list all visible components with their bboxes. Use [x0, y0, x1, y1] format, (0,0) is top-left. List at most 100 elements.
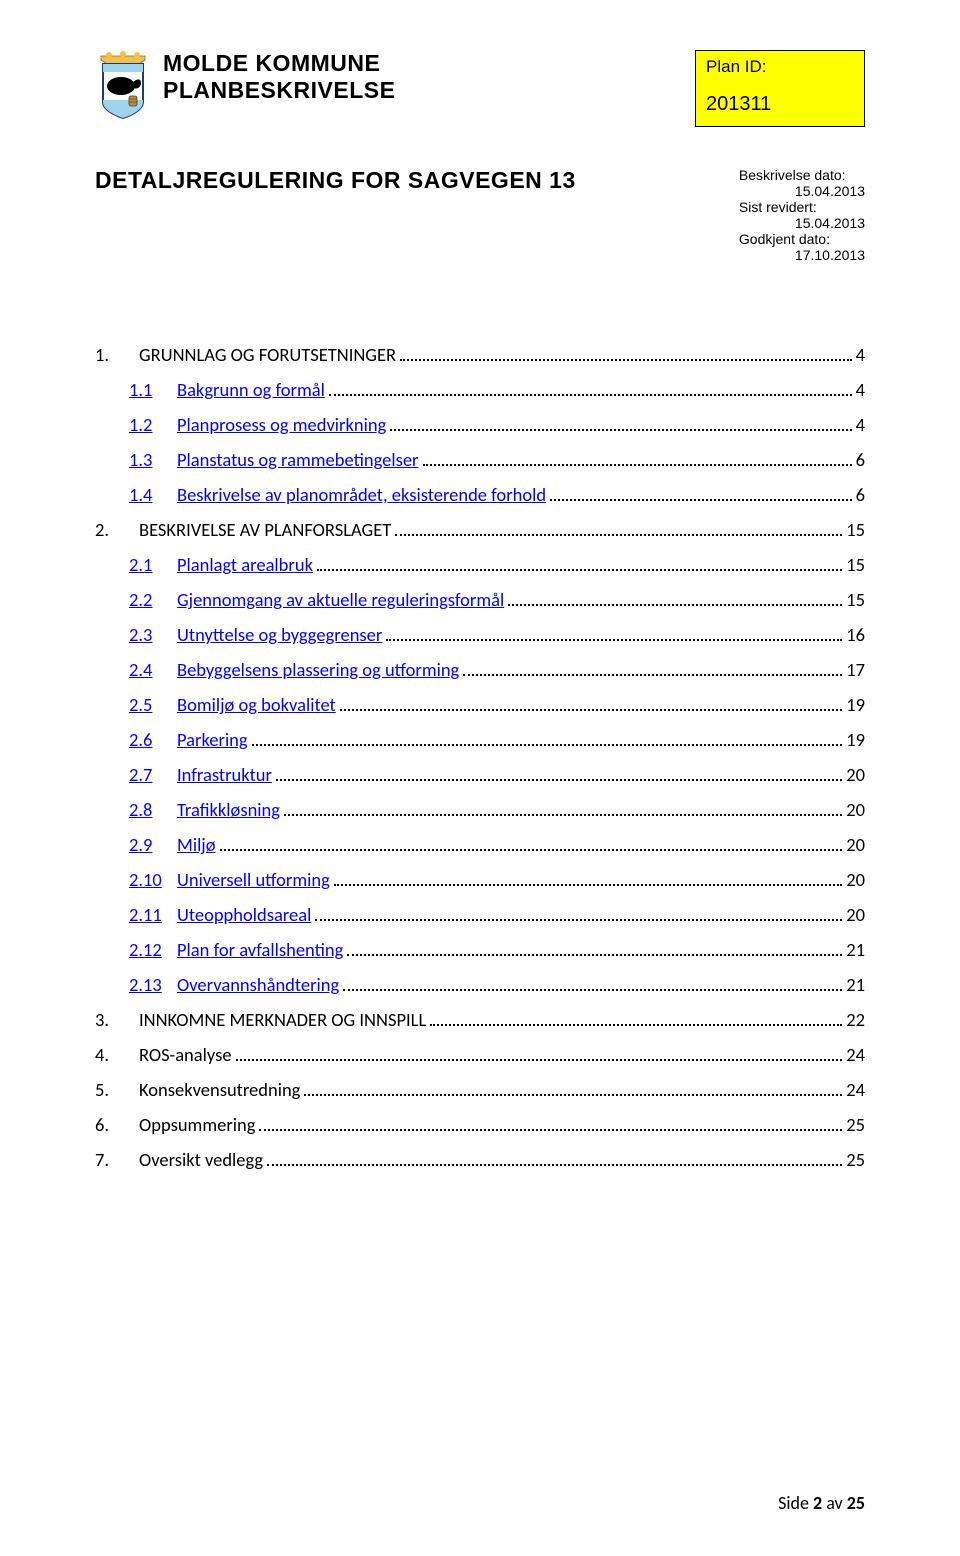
toc-number: 6.	[95, 1113, 139, 1136]
toc-page-number: 25	[846, 1113, 865, 1136]
toc-leader-dots	[252, 744, 843, 746]
toc-entry-title[interactable]: Parkering	[177, 728, 248, 751]
toc-entry-title[interactable]: Infrastruktur	[177, 763, 272, 786]
toc-number[interactable]: 2.8	[129, 798, 177, 821]
toc-page-number: 22	[846, 1008, 865, 1031]
toc-entry-title: Oppsummering	[139, 1113, 255, 1136]
toc-row: 2.2Gjennomgang av aktuelle reguleringsfo…	[95, 588, 865, 611]
toc-number[interactable]: 2.5	[129, 693, 177, 716]
toc-number: 5.	[95, 1078, 139, 1101]
header-text: MOLDE KOMMUNE PLANBESKRIVELSE	[163, 50, 395, 104]
toc-number[interactable]: 2.6	[129, 728, 177, 751]
beskrivelse-dato-value: 15.04.2013	[739, 183, 865, 199]
toc-entry-title[interactable]: Planlagt arealbruk	[177, 553, 313, 576]
toc-number[interactable]: 2.1	[129, 553, 177, 576]
toc-row: 2.6Parkering 19	[95, 728, 865, 751]
toc-leader-dots	[317, 569, 842, 571]
toc-entry-title[interactable]: Bomiljø og bokvalitet	[177, 693, 336, 716]
doc-type: PLANBESKRIVELSE	[163, 77, 395, 104]
sist-revidert-value: 15.04.2013	[739, 215, 865, 231]
toc-page-number: 20	[846, 903, 865, 926]
toc-entry-title[interactable]: Planprosess og medvirkning	[177, 413, 386, 436]
toc-leader-dots	[236, 1059, 843, 1061]
toc-number[interactable]: 2.9	[129, 833, 177, 856]
toc-row: 2.12Plan for avfallshenting 21	[95, 938, 865, 961]
toc-entry-title[interactable]: Plan for avfallshenting	[177, 938, 343, 961]
toc-number[interactable]: 2.2	[129, 588, 177, 611]
header-row: MOLDE KOMMUNE PLANBESKRIVELSE Plan ID: 2…	[95, 50, 865, 127]
header-left: MOLDE KOMMUNE PLANBESKRIVELSE	[95, 50, 395, 120]
toc-row: 2.9Miljø 20	[95, 833, 865, 856]
toc-page-number: 24	[846, 1043, 865, 1066]
toc-entry-title[interactable]: Universell utforming	[177, 868, 330, 891]
toc-entry-title[interactable]: Bebyggelsens plassering og utforming	[177, 658, 459, 681]
toc-number[interactable]: 1.2	[129, 413, 177, 436]
toc-number[interactable]: 2.10	[129, 868, 177, 891]
toc-leader-dots	[430, 1024, 842, 1026]
toc-page-number: 4	[856, 413, 865, 436]
toc-row: 1.GRUNNLAG OG FORUTSETNINGER 4	[95, 343, 865, 366]
toc-leader-dots	[390, 429, 851, 431]
toc-number[interactable]: 2.7	[129, 763, 177, 786]
toc-entry-title[interactable]: Overvannshåndtering	[177, 973, 339, 996]
toc-page-number: 20	[846, 868, 865, 891]
toc-number: 1.	[95, 343, 139, 366]
page: MOLDE KOMMUNE PLANBESKRIVELSE Plan ID: 2…	[0, 0, 960, 1556]
toc-leader-dots	[400, 359, 852, 361]
toc-entry-title[interactable]: Utnyttelse og byggegrenser	[177, 623, 382, 646]
plan-id-label: Plan ID:	[706, 57, 854, 77]
toc-row: 2.11Uteoppholdsareal 20	[95, 903, 865, 926]
toc-entry-title[interactable]: Uteoppholdsareal	[177, 903, 311, 926]
toc-entry-title[interactable]: Trafikkløsning	[177, 798, 280, 821]
toc-row: 3.INNKOMNE MERKNADER OG INNSPILL 22	[95, 1008, 865, 1031]
toc-leader-dots	[315, 919, 842, 921]
toc-number[interactable]: 1.1	[129, 378, 177, 401]
toc-number[interactable]: 2.4	[129, 658, 177, 681]
toc-number[interactable]: 2.13	[129, 973, 177, 996]
toc-number: 3.	[95, 1008, 139, 1031]
toc-number[interactable]: 1.3	[129, 448, 177, 471]
godkjent-dato-value: 17.10.2013	[739, 247, 865, 263]
plan-id-box: Plan ID: 201311	[695, 50, 865, 127]
toc-leader-dots	[276, 779, 842, 781]
toc-page-number: 4	[856, 378, 865, 401]
table-of-contents: 1.GRUNNLAG OG FORUTSETNINGER 4 1.1Bakgrun…	[95, 343, 865, 1171]
toc-row: 1.4Beskrivelse av planområdet, eksistere…	[95, 483, 865, 506]
toc-page-number: 24	[846, 1078, 865, 1101]
toc-number[interactable]: 2.3	[129, 623, 177, 646]
toc-row: 2.4Bebyggelsens plassering og utforming …	[95, 658, 865, 681]
toc-entry-title[interactable]: Miljø	[177, 833, 216, 856]
document-title: DETALJREGULERING FOR SAGVEGEN 13	[95, 167, 576, 194]
footer-total-pages: 25	[847, 1492, 865, 1514]
toc-entry-title[interactable]: Bakgrunn og formål	[177, 378, 325, 401]
toc-entry-title: Konsekvensutredning	[139, 1078, 300, 1101]
dates-block: Beskrivelse dato: 15.04.2013 Sist revide…	[739, 167, 865, 263]
toc-row: 2.7Infrastruktur 20	[95, 763, 865, 786]
toc-leader-dots	[395, 534, 842, 536]
toc-row: 6.Oppsummering 25	[95, 1113, 865, 1136]
toc-page-number: 15	[846, 553, 865, 576]
toc-entry-title[interactable]: Gjennomgang av aktuelle reguleringsformå…	[177, 588, 504, 611]
toc-entry-title[interactable]: Beskrivelse av planområdet, eksisterende…	[177, 483, 546, 506]
toc-number[interactable]: 2.11	[129, 903, 177, 926]
toc-leader-dots	[423, 464, 852, 466]
toc-row: 2.3Utnyttelse og byggegrenser 16	[95, 623, 865, 646]
toc-leader-dots	[259, 1129, 842, 1131]
toc-leader-dots	[343, 989, 842, 991]
toc-page-number: 20	[846, 763, 865, 786]
footer-current-page: 2	[813, 1492, 822, 1514]
toc-page-number: 17	[846, 658, 865, 681]
toc-page-number: 20	[846, 798, 865, 821]
toc-page-number: 15	[846, 518, 865, 541]
toc-row: 2.1Planlagt arealbruk 15	[95, 553, 865, 576]
beskrivelse-dato-label: Beskrivelse dato:	[739, 167, 865, 183]
toc-row: 1.1Bakgrunn og formål 4	[95, 378, 865, 401]
title-row: DETALJREGULERING FOR SAGVEGEN 13 Beskriv…	[95, 167, 865, 263]
toc-number[interactable]: 2.12	[129, 938, 177, 961]
toc-row: 1.2Planprosess og medvirkning 4	[95, 413, 865, 436]
toc-page-number: 21	[846, 938, 865, 961]
toc-leader-dots	[508, 604, 842, 606]
toc-number[interactable]: 1.4	[129, 483, 177, 506]
sist-revidert-label: Sist revidert:	[739, 199, 865, 215]
toc-entry-title[interactable]: Planstatus og rammebetingelser	[177, 448, 419, 471]
